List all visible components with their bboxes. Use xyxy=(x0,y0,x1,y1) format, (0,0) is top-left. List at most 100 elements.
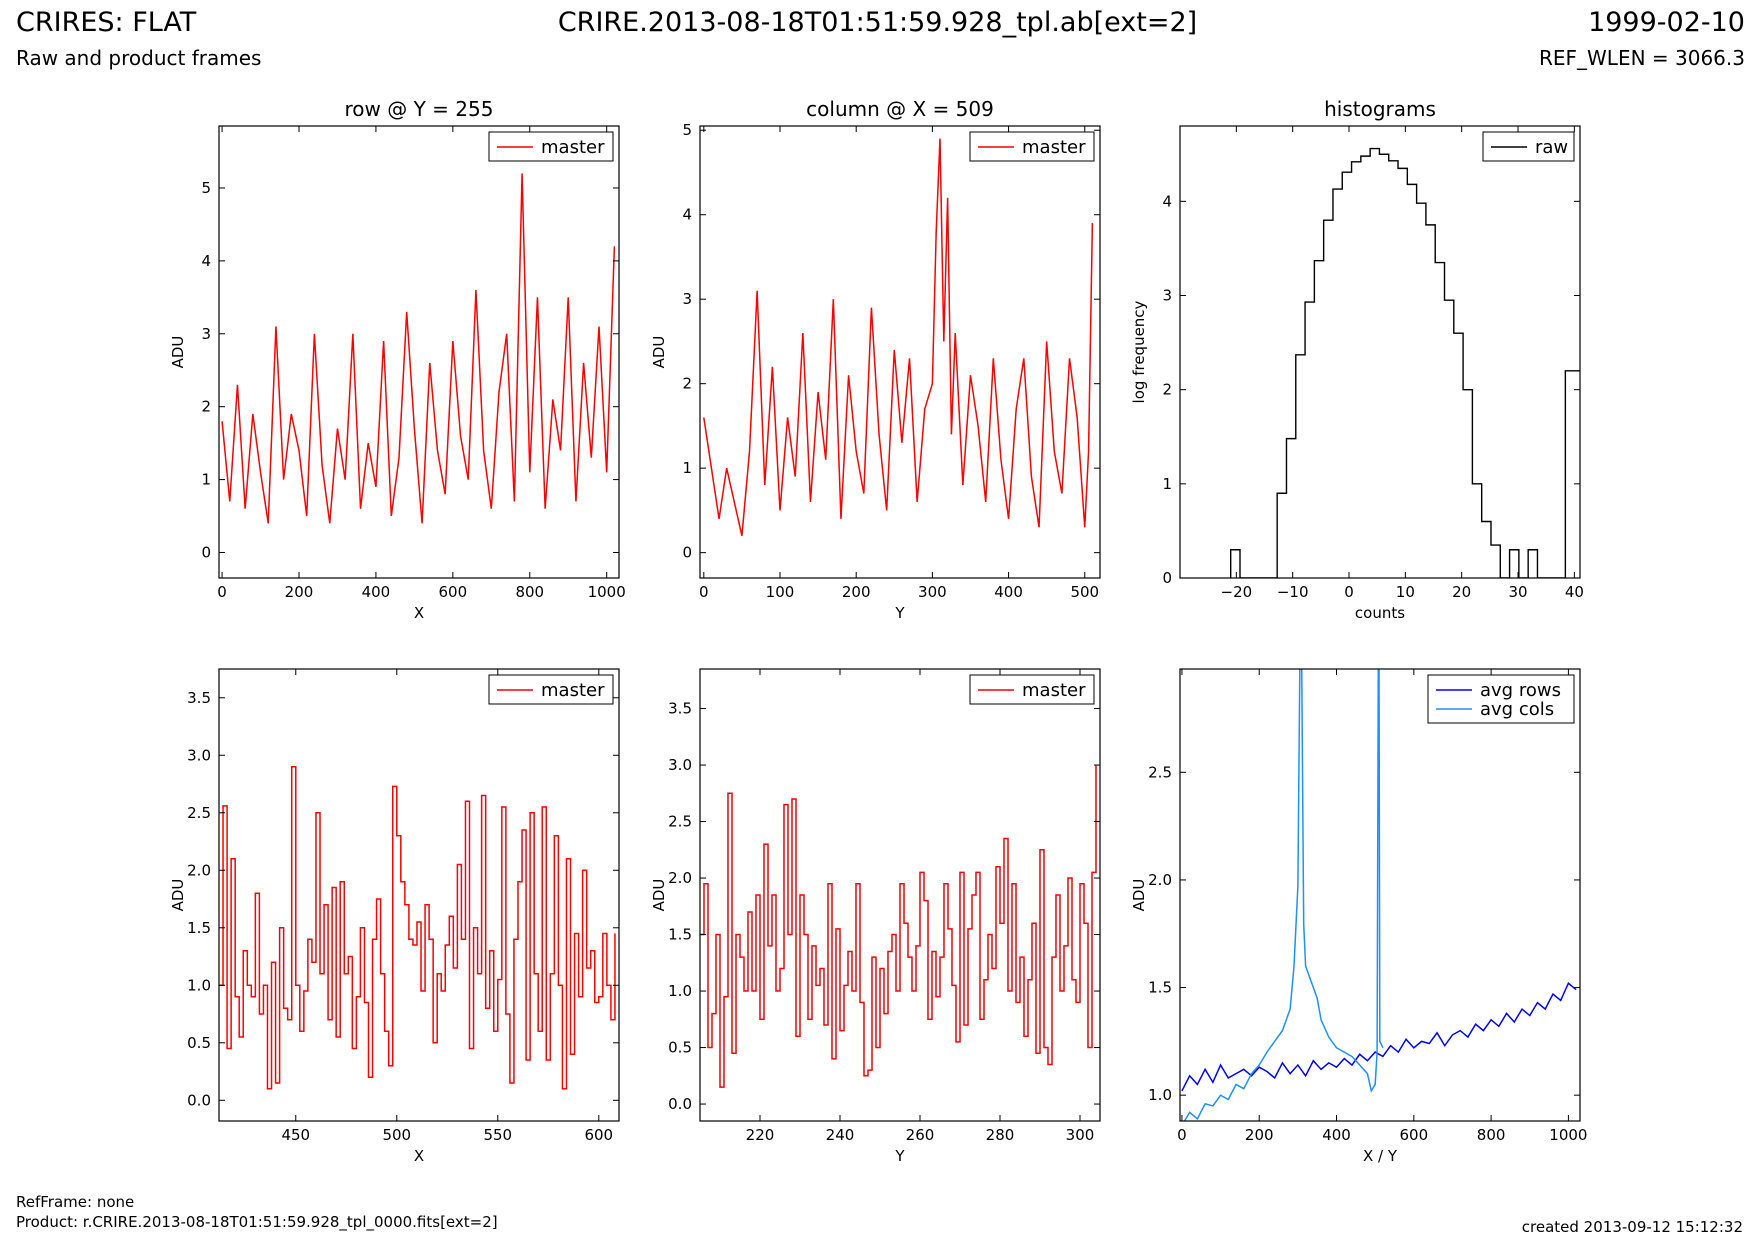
y-tick-label: 1.0 xyxy=(187,976,211,994)
chart-averages: 0 200 400 600 800 1000 1.0 1.5 2.0 2.5 X / Y ADU avg… xyxy=(1130,668,1587,1165)
y-tick-label: 1 xyxy=(201,471,211,489)
y-tick-label: 0 xyxy=(1162,569,1172,587)
x-tick-label: 10 xyxy=(1396,583,1415,601)
x-tick-label: 260 xyxy=(906,1126,935,1144)
page-subtitle: Raw and product frames xyxy=(16,46,262,70)
ref-frame-label: RefFrame: none xyxy=(16,1193,135,1211)
x-tick-label: 240 xyxy=(826,1126,855,1144)
y-tick-label: 0.5 xyxy=(668,1039,692,1057)
y-tick-label: 2.5 xyxy=(668,813,692,831)
plot-frame xyxy=(1179,125,1581,579)
chart-histograms: −20 −10 0 10 20 30 40 0 1 2 3 4 histograms counts log … xyxy=(1130,97,1584,622)
legend: raw xyxy=(1482,131,1575,162)
x-tick-label: 1000 xyxy=(588,583,626,601)
y-tick-label: 3.5 xyxy=(187,689,211,707)
y-tick-label: 3.0 xyxy=(668,756,692,774)
legend-label: master xyxy=(1022,137,1086,158)
y-tick-label: 5 xyxy=(682,121,692,139)
y-axis-label: ADU xyxy=(1130,879,1148,912)
x-axis-label: X / Y xyxy=(1363,1147,1398,1165)
y-tick-label: 0.5 xyxy=(187,1034,211,1052)
series-group xyxy=(1230,147,1580,578)
y-tick-label: 2.0 xyxy=(668,869,692,887)
legend-label: avg rows xyxy=(1480,680,1561,701)
legend: master xyxy=(969,674,1095,705)
series-line-avg-cols xyxy=(1183,669,1384,1121)
y-tick-label: 2.0 xyxy=(187,861,211,879)
series-group xyxy=(221,173,616,524)
y-tick-label: 2 xyxy=(201,398,211,416)
series-line-master xyxy=(221,173,616,524)
x-tick-label: 0 xyxy=(217,583,227,601)
y-tick-label: 1.5 xyxy=(1148,979,1172,997)
y-tick-label: 1.5 xyxy=(187,919,211,937)
x-axis-label: Y xyxy=(894,604,905,622)
x-tick-label: 200 xyxy=(1245,1126,1274,1144)
product-label: Product: r.CRIRE.2013-08-18T01:51:59.928… xyxy=(16,1213,498,1231)
legend-label: master xyxy=(541,680,605,701)
x-axis-label: Y xyxy=(894,1147,905,1165)
series-line-raw xyxy=(1230,147,1580,578)
y-tick-label: 1 xyxy=(682,459,692,477)
legend: master xyxy=(969,131,1095,162)
x-tick-label: 0 xyxy=(1177,1126,1187,1144)
x-tick-label: 200 xyxy=(842,583,871,601)
x-tick-label: −10 xyxy=(1277,583,1309,601)
chart-title: row @ Y = 255 xyxy=(345,97,494,121)
y-tick-label: 3 xyxy=(201,325,211,343)
x-tick-label: 500 xyxy=(1070,583,1099,601)
y-tick-label: 1.5 xyxy=(668,926,692,944)
y-tick-label: 4 xyxy=(682,206,692,224)
y-tick-label: 3 xyxy=(682,290,692,308)
plot-frame xyxy=(699,125,1101,579)
y-tick-label: 3.0 xyxy=(187,746,211,764)
y-tick-label: 1.0 xyxy=(668,982,692,1000)
y-tick-label: 3.5 xyxy=(668,700,692,718)
y-axis-label: ADU xyxy=(650,336,668,369)
x-tick-label: 0 xyxy=(699,583,709,601)
x-tick-label: 30 xyxy=(1508,583,1527,601)
x-tick-label: 600 xyxy=(439,583,468,601)
series-group xyxy=(700,765,1097,1088)
legend-label: avg cols xyxy=(1480,699,1554,720)
y-tick-label: 0 xyxy=(201,543,211,561)
chart-column-full: 0 100 200 300 400 500 0 1 2 3 4 5 column @ X = 509 Y A… xyxy=(650,97,1101,622)
chart-title: column @ X = 509 xyxy=(806,97,994,121)
x-tick-label: 800 xyxy=(515,583,544,601)
y-tick-label: 4 xyxy=(1162,192,1172,210)
legend: master xyxy=(488,131,614,162)
x-tick-label: 0 xyxy=(1344,583,1354,601)
x-tick-label: 400 xyxy=(362,583,391,601)
x-tick-label: 800 xyxy=(1477,1126,1506,1144)
series-line-avg-rows xyxy=(1181,982,1577,1092)
series-line-master xyxy=(219,766,616,1090)
x-tick-label: 20 xyxy=(1452,583,1471,601)
date-label: 1999-02-10 xyxy=(1588,7,1745,38)
series-line-master xyxy=(703,138,1094,536)
x-tick-label: 450 xyxy=(281,1126,310,1144)
y-tick-label: 2 xyxy=(1162,381,1172,399)
series-group xyxy=(1181,669,1577,1121)
x-tick-label: 100 xyxy=(766,583,795,601)
x-tick-label: 280 xyxy=(986,1126,1015,1144)
chart-row-full: 0 200 400 600 800 1000 0 1 2 3 4 5 row @ Y = 255 X ADU… xyxy=(169,97,626,622)
plot-frame xyxy=(1179,668,1581,1122)
y-axis-label: log frequency xyxy=(1130,300,1148,403)
y-tick-label: 1 xyxy=(1162,475,1172,493)
y-tick-label: 2.0 xyxy=(1148,871,1172,889)
x-tick-label: 1000 xyxy=(1549,1126,1587,1144)
x-tick-label: 600 xyxy=(584,1126,613,1144)
x-tick-label: 600 xyxy=(1399,1126,1428,1144)
legend-label: raw xyxy=(1535,137,1568,158)
page-title: CRIRES: FLAT xyxy=(16,7,197,38)
chart-row-zoom: 450 500 550 600 0.0 0.5 1.0 1.5 2.0 2.5 3.0 3.5 X ADU… xyxy=(169,668,620,1165)
plot-frame xyxy=(699,668,1101,1122)
y-tick-label: 0.0 xyxy=(187,1091,211,1109)
plot-frame xyxy=(218,668,620,1122)
series-group xyxy=(703,138,1094,536)
x-tick-label: 500 xyxy=(382,1126,411,1144)
legend-box xyxy=(1427,674,1575,724)
series-line-master xyxy=(700,765,1097,1088)
y-tick-label: 2 xyxy=(682,375,692,393)
